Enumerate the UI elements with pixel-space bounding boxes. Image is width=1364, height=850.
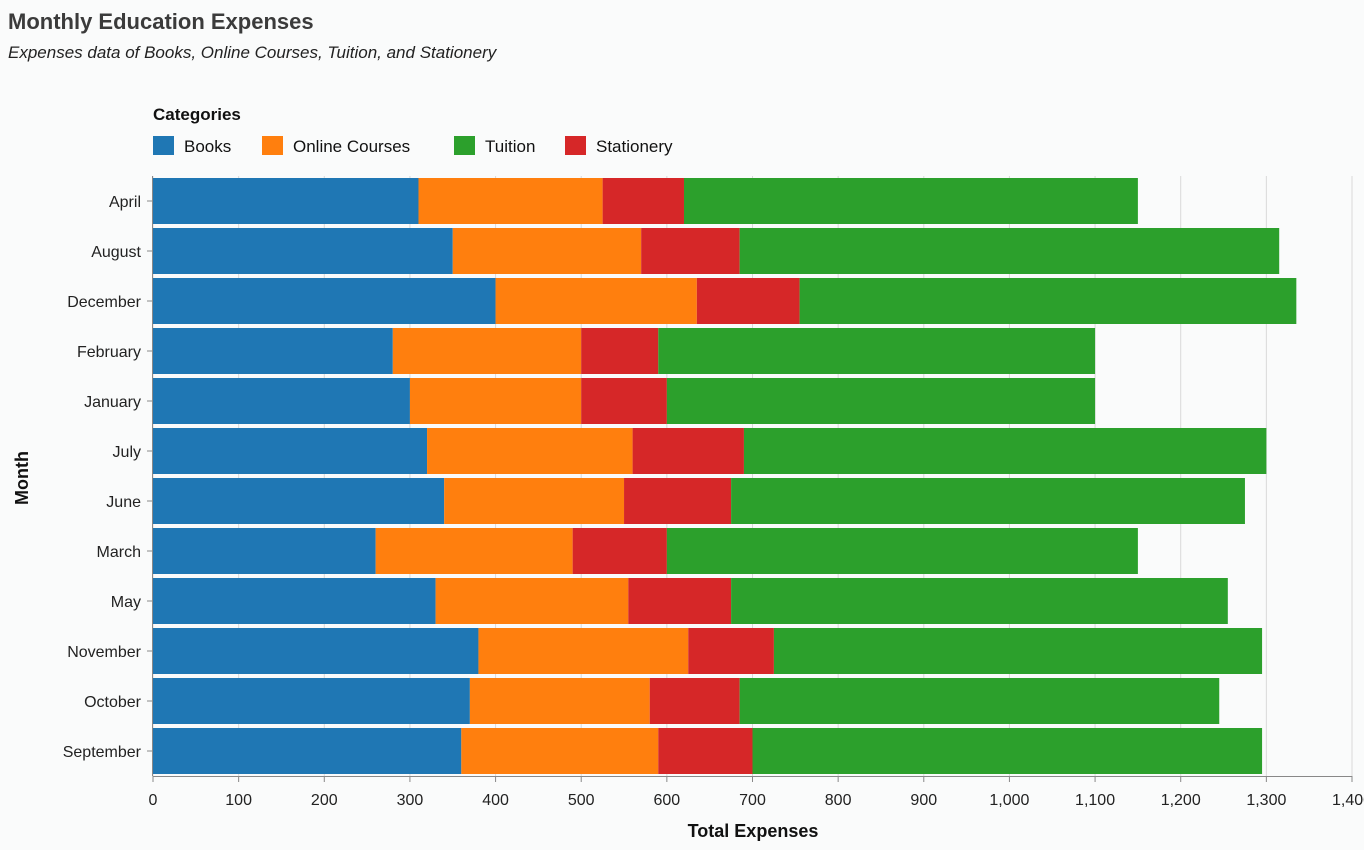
x-tick-label: 900: [910, 792, 937, 809]
bar-online-courses-january: [409, 378, 582, 424]
x-tick-label: 600: [654, 792, 681, 809]
bar-books-january: [153, 378, 410, 424]
bar-online-courses-april: [418, 178, 603, 224]
bar-stationery-july: [632, 428, 744, 474]
bar-online-courses-may: [435, 578, 629, 624]
x-tick-label: 200: [311, 792, 338, 809]
legend-label: Online Courses: [293, 137, 410, 156]
bar-stationery-january: [581, 378, 667, 424]
bar-online-courses-august: [452, 228, 642, 274]
x-tick-label: 1,300: [1246, 792, 1286, 809]
bar-online-courses-december: [495, 278, 697, 324]
bar-online-courses-june: [444, 478, 625, 524]
bar-books-august: [153, 228, 453, 274]
bar-tuition-july: [743, 428, 1267, 474]
bar-tuition-march: [666, 528, 1138, 574]
legend-label: Books: [184, 137, 231, 156]
x-axis: 0 100 200 300 400 500 600 700 800 900 1,000 1,100 1,…: [149, 776, 1364, 809]
bar-stationery-october: [649, 678, 740, 724]
legend-swatch: [565, 136, 586, 155]
legend-swatch: [454, 136, 475, 155]
y-tick-label: February: [77, 344, 141, 361]
bar-tuition-august: [739, 228, 1280, 274]
bar-tuition-november: [773, 628, 1263, 674]
x-tick-label: 1,000: [989, 792, 1029, 809]
x-tick-label: 100: [225, 792, 252, 809]
bar-tuition-april: [683, 178, 1138, 224]
y-tick-label: August: [91, 244, 141, 261]
x-tick-label: 400: [482, 792, 509, 809]
legend-title: Categories: [153, 105, 241, 124]
y-axis: April August December February January July Ju…: [63, 176, 153, 776]
y-tick-label: March: [97, 544, 141, 561]
y-tick-label: September: [63, 744, 142, 761]
bar-books-february: [153, 328, 393, 374]
y-tick-label: July: [113, 444, 141, 461]
bar-tuition-june: [731, 478, 1245, 524]
bar-tuition-september: [752, 728, 1263, 774]
bar-stationery-february: [581, 328, 659, 374]
bar-stationery-may: [628, 578, 732, 624]
bar-online-courses-september: [461, 728, 659, 774]
bar-books-december: [153, 278, 496, 324]
y-tick-label: May: [111, 594, 141, 611]
legend-swatch: [153, 136, 174, 155]
x-tick-label: 0: [149, 792, 158, 809]
bar-books-september: [153, 728, 462, 774]
bar-books-may: [153, 578, 436, 624]
x-axis-title: Total Expenses: [688, 821, 819, 841]
grid-lines: [152, 176, 1353, 776]
legend-swatch: [262, 136, 283, 155]
x-tick-label: 1,400: [1332, 792, 1364, 809]
bar-books-july: [153, 428, 428, 474]
bar-stationery-april: [602, 178, 684, 224]
legend-label: Stationery: [596, 137, 673, 156]
x-tick-label: 1,200: [1161, 792, 1201, 809]
y-tick-label: November: [67, 644, 141, 661]
bar-tuition-may: [731, 578, 1228, 624]
bar-online-courses-march: [375, 528, 573, 574]
bar-books-april: [153, 178, 419, 224]
legend: Books Online Courses Tuition Stationery: [153, 136, 673, 156]
bar-online-courses-february: [392, 328, 582, 374]
x-tick-label: 500: [568, 792, 595, 809]
y-tick-label: December: [67, 294, 141, 311]
y-tick-label: October: [84, 694, 142, 711]
bar-books-june: [153, 478, 445, 524]
bar-tuition-february: [658, 328, 1096, 374]
bar-books-november: [153, 628, 479, 674]
legend-label: Tuition: [485, 137, 535, 156]
bar-tuition-october: [739, 678, 1220, 724]
bar-stationery-december: [696, 278, 800, 324]
y-tick-label: June: [106, 494, 141, 511]
y-tick-label: January: [84, 394, 141, 411]
bar-online-courses-july: [427, 428, 633, 474]
bar-tuition-december: [799, 278, 1297, 324]
y-axis-title: Month: [12, 451, 32, 505]
bar-tuition-january: [666, 378, 1096, 424]
bars: [153, 178, 1297, 774]
chart-subtitle: Expenses data of Books, Online Courses, …: [8, 43, 498, 62]
chart-title: Monthly Education Expenses: [8, 9, 314, 34]
bar-books-october: [153, 678, 470, 724]
bar-stationery-june: [624, 478, 732, 524]
y-tick-label: April: [109, 194, 141, 211]
x-tick-label: 800: [825, 792, 852, 809]
bar-stationery-november: [688, 628, 774, 674]
bar-online-courses-october: [469, 678, 650, 724]
bar-stationery-march: [572, 528, 667, 574]
x-tick-label: 1,100: [1075, 792, 1115, 809]
x-tick-label: 300: [397, 792, 424, 809]
bar-books-march: [153, 528, 376, 574]
x-tick-label: 700: [739, 792, 766, 809]
bar-stationery-august: [641, 228, 740, 274]
bar-online-courses-november: [478, 628, 689, 674]
bar-stationery-september: [658, 728, 753, 774]
